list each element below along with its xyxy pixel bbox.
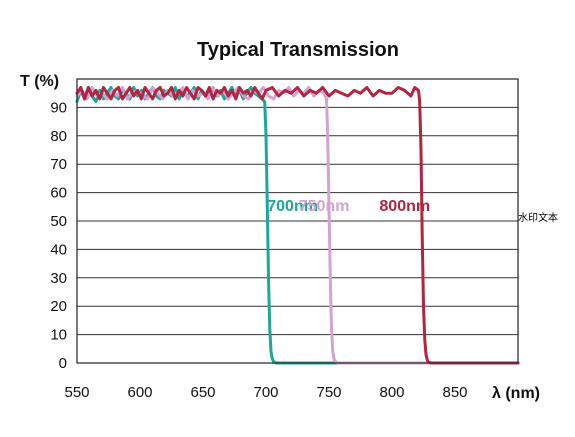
series-label-750nm: 750nm <box>299 198 350 215</box>
y-tick-label-60: 60 <box>50 185 67 202</box>
tick-labels: 0 10 20 30 40 50 60 70 80 90 550 600 650 700 750 800 850 <box>50 99 467 401</box>
watermark-text: 水印文本 <box>518 211 558 224</box>
y-tick-label-10: 10 <box>50 327 67 344</box>
series-line-800nm <box>75 86 520 365</box>
plot-frame <box>76 78 519 364</box>
y-tick-label-70: 70 <box>50 156 67 173</box>
grid <box>77 106 518 336</box>
x-tick-label-550: 550 <box>64 384 89 401</box>
series-label-700nm: 700nm <box>267 198 318 215</box>
y-tick-label-90: 90 <box>50 99 67 116</box>
x-tick-label-750: 750 <box>316 384 341 401</box>
chart-title: Typical Transmission <box>197 39 399 61</box>
y-tick-label-0: 0 <box>59 355 67 372</box>
x-tick-label-700: 700 <box>253 384 278 401</box>
y-tick-label-40: 40 <box>50 241 67 258</box>
x-tick-label-650: 650 <box>190 384 215 401</box>
y-tick-label-30: 30 <box>50 270 67 287</box>
series-lines <box>75 86 520 365</box>
series-label-800nm: 800nm <box>379 198 430 215</box>
y-tick-label-50: 50 <box>50 213 67 230</box>
y-tick-label-20: 20 <box>50 298 67 315</box>
x-tick-label-600: 600 <box>127 384 152 401</box>
series-line-700nm <box>75 86 520 365</box>
x-axis-label: λ (nm) <box>492 385 540 402</box>
series-line-750nm <box>75 86 520 365</box>
y-tick-label-80: 80 <box>50 128 67 145</box>
x-tick-label-850: 850 <box>442 384 467 401</box>
y-axis-label: T (%) <box>20 73 59 90</box>
x-tick-label-800: 800 <box>379 384 404 401</box>
